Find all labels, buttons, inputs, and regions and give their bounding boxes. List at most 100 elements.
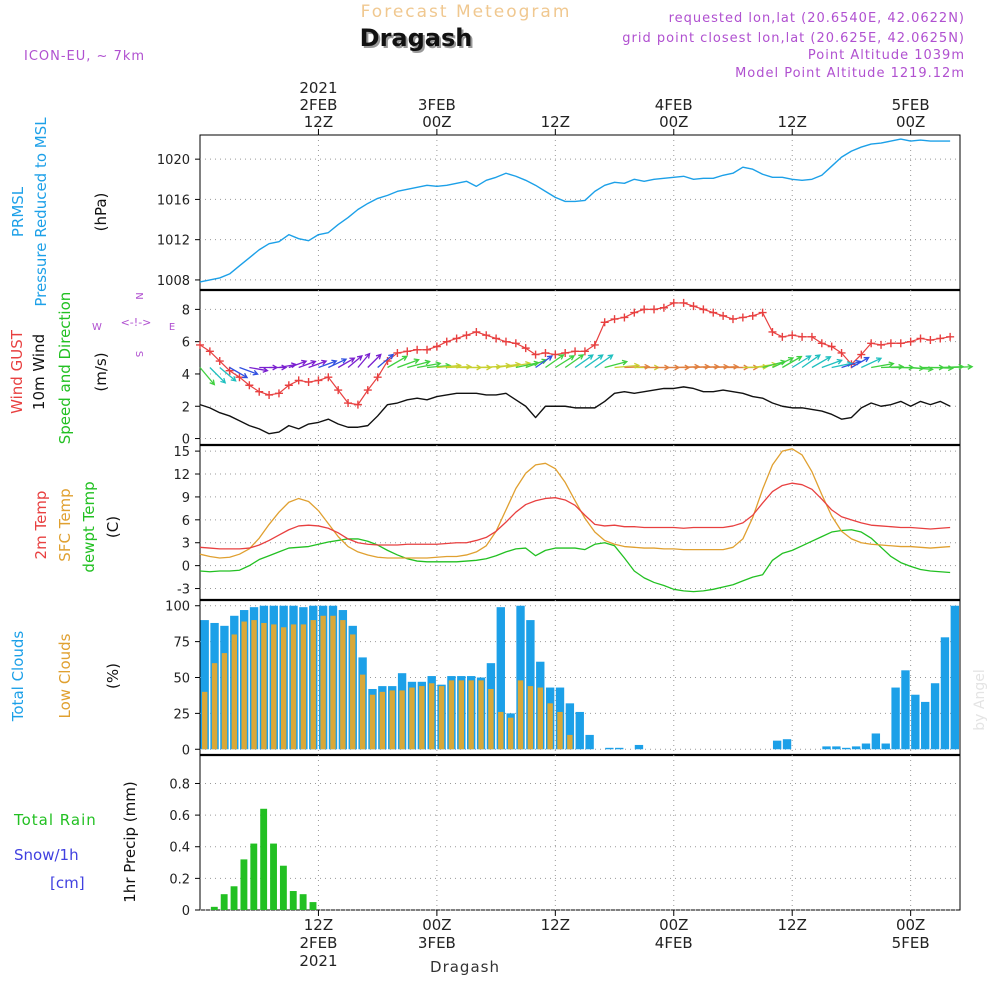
low-cloud-bar xyxy=(537,687,543,750)
gust-marker xyxy=(373,373,382,382)
low-cloud-bar xyxy=(557,711,563,750)
wind-arrow xyxy=(219,367,237,382)
wind-arrow xyxy=(367,353,382,368)
gust-marker xyxy=(679,298,688,307)
wind-arrow xyxy=(397,358,420,369)
ytick-label: 1020 xyxy=(157,153,190,168)
rain-bar xyxy=(250,843,258,910)
total-cloud-bar xyxy=(891,687,900,750)
gust-marker xyxy=(748,311,757,320)
gust-marker xyxy=(501,337,510,346)
low-cloud-bar xyxy=(202,691,208,750)
gust-marker xyxy=(857,350,866,359)
total-cloud-bar xyxy=(565,703,575,750)
wind-arrow xyxy=(298,360,317,369)
wind-arrow xyxy=(821,358,843,369)
ytick-label: 1012 xyxy=(157,234,190,249)
gust-marker xyxy=(196,340,204,349)
ytick-label: 0 xyxy=(182,560,190,575)
gust-marker xyxy=(452,334,461,343)
requested-coords: requested lon,lat (20.6540E, 42.0622N) xyxy=(669,11,965,26)
gust-marker xyxy=(472,327,481,336)
low-cloud-bar xyxy=(547,703,553,750)
wind-arrow xyxy=(239,366,259,376)
wind-arrow xyxy=(801,354,821,369)
bottom-time-label: 4FEB xyxy=(655,934,693,952)
precip-unit: 1hr Precip (mm) xyxy=(121,781,139,902)
wind-labels: Wind GUST 10m Wind Speed and Direction (… xyxy=(8,292,175,445)
total-cloud-bar xyxy=(585,734,594,750)
low-cloud-bar xyxy=(241,621,247,750)
ytick-label: 6 xyxy=(182,514,190,529)
total-cloud-bar xyxy=(200,620,209,750)
wind-arrow xyxy=(851,356,870,369)
panel-frame-3 xyxy=(199,444,961,601)
low-cloud-bar xyxy=(221,653,228,750)
low-cloud-bar xyxy=(448,680,455,750)
ytick-label: 0 xyxy=(182,743,190,758)
low-cloud-bar xyxy=(498,711,504,750)
bottom-time-label: 00Z xyxy=(422,916,451,934)
total-cloud-bar xyxy=(921,701,930,750)
gust-marker xyxy=(669,298,678,307)
ytick-label: 0.2 xyxy=(169,872,190,887)
ytick-label: 1008 xyxy=(157,274,190,289)
ytick-label: 25 xyxy=(173,707,190,722)
rain-bar xyxy=(299,894,307,910)
pressure-label-1: PRMSL xyxy=(9,186,27,237)
gust-marker xyxy=(630,308,639,317)
ytick-label: 0.4 xyxy=(169,841,190,856)
precip-labels: Total Rain Snow/1h [cm] 1hr Precip (mm) xyxy=(13,781,139,902)
gust-marker xyxy=(886,339,895,348)
gust-marker xyxy=(561,348,570,357)
gust-marker xyxy=(324,373,333,382)
gust-marker xyxy=(531,350,540,359)
gust-marker xyxy=(620,313,629,322)
location-title: Dragash xyxy=(360,24,473,52)
bottom-time-label: 00Z xyxy=(659,916,688,934)
low-cloud-bar xyxy=(310,620,316,750)
ytick-label: 0 xyxy=(182,904,190,919)
total-cloud-bar xyxy=(940,637,950,750)
gust-marker xyxy=(738,313,747,322)
low-cloud-bar xyxy=(261,622,267,750)
wind-arrow xyxy=(328,358,348,369)
gust-marker xyxy=(551,350,560,359)
pressure-unit: (hPa) xyxy=(92,193,110,232)
chart-title: Forecast Meteogram xyxy=(361,2,572,22)
gust-marker xyxy=(709,308,718,317)
gust-marker xyxy=(314,376,323,385)
gust-marker xyxy=(571,347,580,356)
low-cloud-bar xyxy=(359,674,366,750)
wind-unit: (m/s) xyxy=(92,352,110,391)
dew-label: dewpt Temp xyxy=(80,481,98,572)
wind-arrow xyxy=(594,354,614,369)
panels xyxy=(199,134,961,911)
gust-label: Wind GUST xyxy=(8,329,26,414)
gust-marker xyxy=(758,308,767,317)
dewpoint-line xyxy=(199,529,951,593)
gust-marker xyxy=(403,347,412,356)
gust-marker xyxy=(363,386,372,395)
total-cloud-bar xyxy=(901,670,910,750)
gust-marker xyxy=(689,302,698,311)
pressure-labels: PRMSL Pressure Reduced to MSL (hPa) xyxy=(9,117,110,307)
compass-w: W xyxy=(92,322,102,333)
bottom-time-label: 3FEB xyxy=(418,934,456,952)
total-cloud-bar xyxy=(832,746,841,750)
watermark: by Angel xyxy=(972,669,988,730)
gust-marker xyxy=(877,340,886,349)
low-cloud-bar xyxy=(527,686,534,750)
low-cloud-bar xyxy=(488,688,494,750)
low-cloud-bar xyxy=(330,615,336,750)
footer-location: Dragash xyxy=(430,958,500,976)
gust-marker xyxy=(610,315,619,324)
ytick-label: 15 xyxy=(173,445,190,460)
wind-arrow xyxy=(417,361,442,369)
panel-frame-2 xyxy=(199,289,961,446)
bottom-time-label: 2021 xyxy=(299,952,337,970)
wind-arrow xyxy=(229,366,249,379)
gust-marker xyxy=(304,378,313,387)
gust-marker xyxy=(788,331,797,340)
